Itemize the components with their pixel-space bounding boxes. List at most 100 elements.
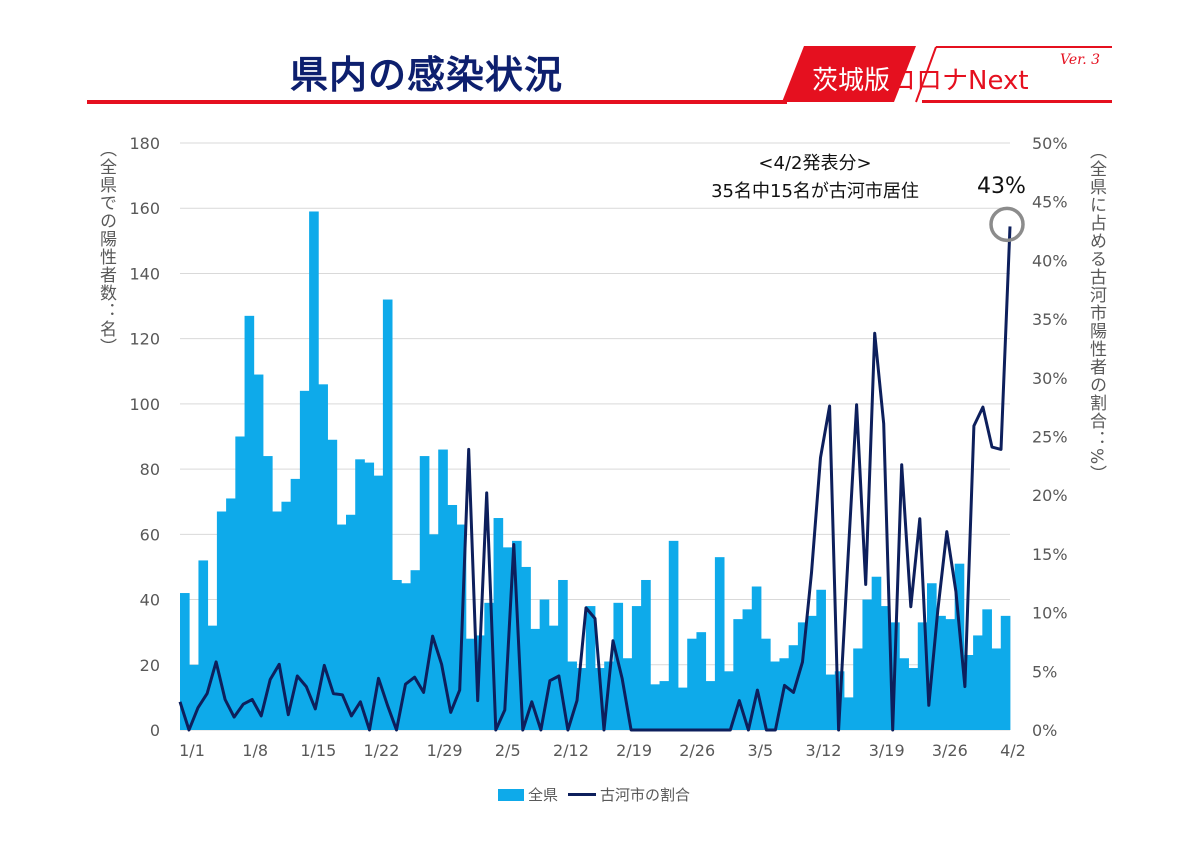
bar [779, 658, 790, 730]
bar [484, 602, 494, 730]
highlight-circle [989, 206, 1025, 243]
chart-legend: 全県 古河市の割合 [498, 784, 690, 805]
bar [742, 609, 753, 730]
chart-line [178, 226, 1012, 732]
bar [696, 632, 707, 730]
bar [410, 570, 421, 730]
x-tick-label: 2/26 [679, 741, 715, 760]
bar [844, 697, 854, 730]
bar [290, 478, 301, 730]
bar [493, 518, 504, 730]
highlight-marker [989, 206, 1025, 243]
right-tick-label: 35% [1032, 310, 1068, 329]
brand-text-red: コロナNext [890, 66, 1029, 96]
bar [733, 619, 743, 730]
brand-underline [922, 100, 1112, 103]
right-axis-label: （全県に占める古河市陽性者の割合：%） [1086, 142, 1106, 484]
bar [973, 635, 983, 730]
bar [299, 390, 310, 730]
bar [595, 668, 605, 730]
bar [392, 579, 402, 730]
legend-line-label: 古河市の割合 [600, 786, 691, 804]
brand-text-white: 茨城版 [812, 66, 891, 96]
bar [650, 684, 660, 730]
bar [447, 504, 458, 730]
bar [678, 687, 688, 730]
x-tick-label: 3/19 [869, 741, 905, 760]
bar [530, 628, 541, 730]
right-tick-label: 5% [1032, 662, 1057, 681]
x-tick-label: 1/29 [427, 741, 463, 760]
page-title: 県内の感染状況 [290, 53, 564, 97]
x-tick-label: 4/2 [1000, 741, 1026, 760]
chart-annotation: <4/2発表分> 35名中15名が古河市居住 [660, 150, 970, 206]
bar [899, 658, 909, 730]
bar [1000, 615, 1011, 730]
title-underline [87, 100, 787, 104]
x-tick-label: 1/15 [300, 741, 336, 760]
bar [724, 671, 734, 730]
bar [853, 648, 863, 730]
bar [751, 586, 762, 730]
bar [714, 557, 725, 730]
x-tick-label: 1/22 [363, 741, 399, 760]
bar [927, 583, 937, 730]
bar [908, 668, 919, 730]
right-tick-label: 15% [1032, 545, 1068, 564]
x-tick-label: 3/26 [932, 741, 968, 760]
bar [272, 511, 282, 730]
bar [281, 501, 292, 730]
x-tick-label: 3/5 [747, 741, 773, 760]
bar [770, 661, 780, 730]
bar [982, 609, 992, 730]
bar [438, 449, 448, 730]
right-tick-label: 20% [1032, 486, 1068, 505]
x-tick-label: 1/1 [179, 741, 205, 760]
annotation-line-1: <4/2発表分> [758, 153, 872, 174]
bar [641, 579, 651, 730]
bar [429, 534, 439, 730]
right-tick-label: 40% [1032, 251, 1068, 270]
bar [401, 583, 411, 730]
bar [318, 384, 328, 730]
left-tick-label: 0 [150, 721, 160, 740]
bar [180, 593, 190, 730]
bar [945, 619, 956, 730]
right-tick-label: 10% [1032, 604, 1068, 623]
bar [198, 560, 209, 730]
bar [668, 540, 679, 730]
bar [364, 462, 375, 730]
bar [825, 674, 836, 730]
right-axis-ticks: 0% 5% 10% 15% 20% 25% 30% 35% 40% 45% 50% [1032, 134, 1068, 740]
x-tick-label: 2/12 [553, 741, 589, 760]
bar [963, 654, 974, 730]
bar [189, 664, 199, 730]
brand-logo-text: 茨城版コロナNext [812, 60, 1029, 97]
bar [659, 681, 670, 730]
right-tick-label: 30% [1032, 369, 1068, 388]
bar [954, 563, 965, 730]
bar [991, 648, 1002, 730]
bar [216, 511, 227, 730]
left-tick-label: 80 [140, 460, 160, 479]
bar [558, 579, 568, 730]
bar [336, 524, 347, 730]
bar [419, 456, 430, 730]
left-tick-label: 120 [129, 330, 160, 349]
right-tick-label: 45% [1032, 193, 1068, 212]
x-tick-label: 3/12 [806, 741, 842, 760]
bar [521, 566, 531, 730]
x-tick-label: 2/5 [495, 741, 521, 760]
right-tick-label: 0% [1032, 721, 1057, 740]
bar [309, 211, 319, 730]
legend-bar-label: 全県 [528, 786, 559, 804]
bar [263, 456, 273, 730]
left-tick-label: 100 [129, 395, 160, 414]
bar [862, 599, 873, 730]
bar [539, 599, 550, 730]
bar [235, 436, 245, 730]
bar [567, 661, 577, 730]
bar [816, 589, 826, 730]
bar [687, 638, 697, 730]
